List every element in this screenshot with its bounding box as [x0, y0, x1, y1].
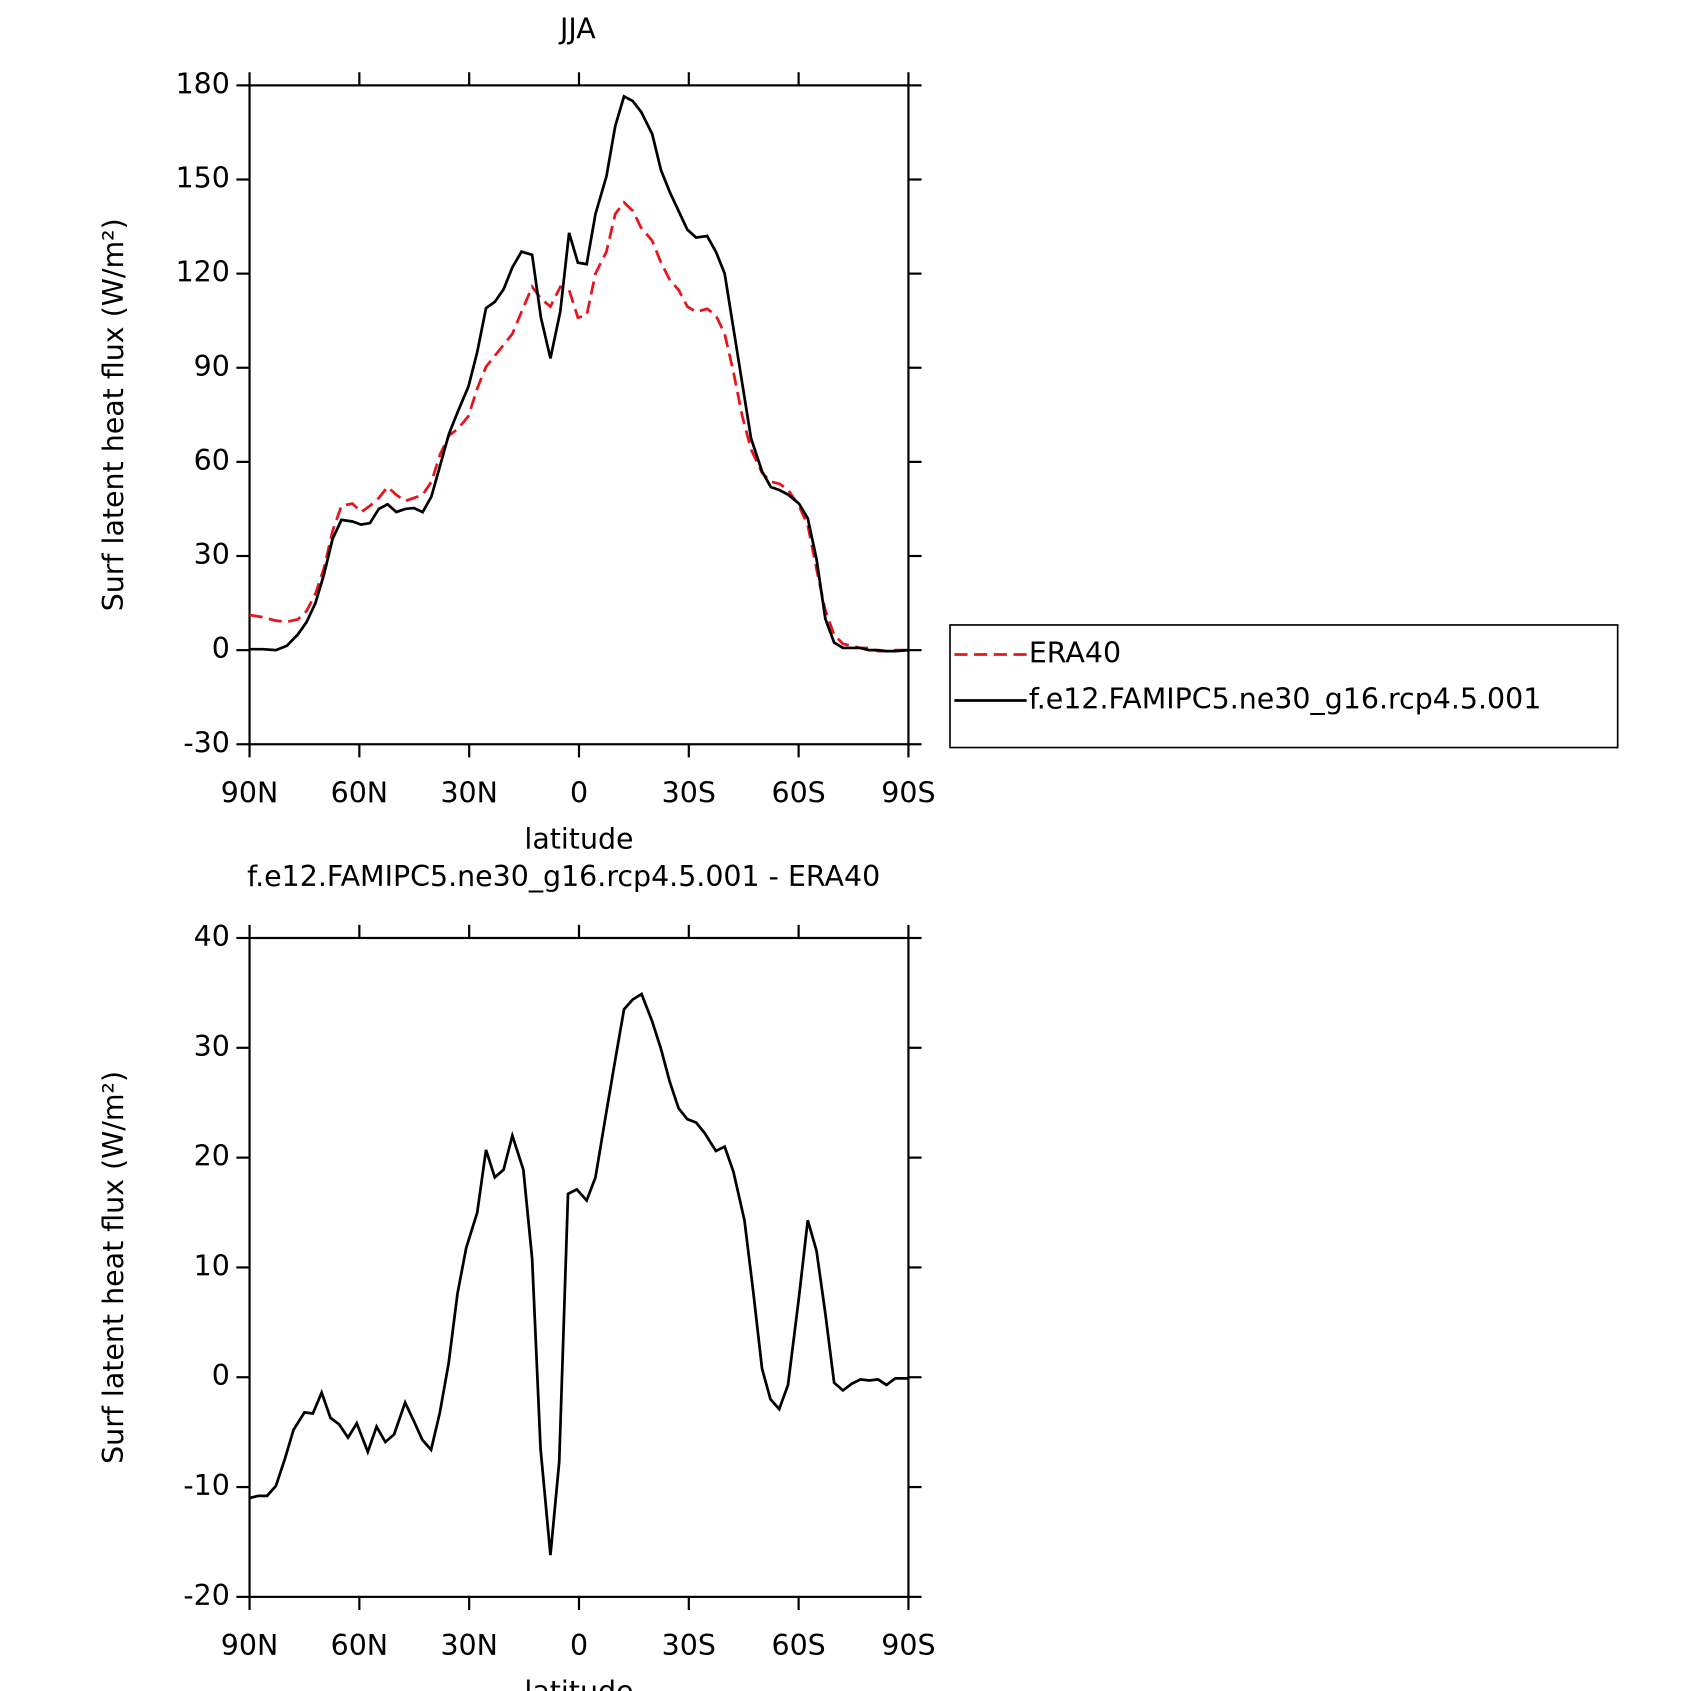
y-tick-label: 20 — [194, 1140, 230, 1173]
x-axis-label: latitude — [524, 823, 633, 856]
y-tick-label: 40 — [194, 920, 230, 953]
y-tick-label: 10 — [194, 1249, 230, 1282]
y-tick-label: 60 — [194, 444, 230, 477]
x-tick-label: 60N — [331, 777, 388, 810]
x-axis-label: latitude — [524, 1675, 633, 1691]
x-tick-label: 0 — [570, 1629, 588, 1662]
x-tick-label: 60S — [771, 777, 825, 810]
y-tick-label: 120 — [176, 256, 230, 289]
y-tick-label: -10 — [183, 1469, 229, 1502]
y-tick-label: 150 — [176, 161, 230, 194]
x-tick-label: 60N — [331, 1629, 388, 1662]
legend: ERA40 f.e12.FAMIPC5.ne30_g16.rcp4.5.001 — [949, 624, 1619, 749]
chart-title: f.e12.FAMIPC5.ne30_g16.rcp4.5.001 - ERA4… — [247, 860, 880, 893]
x-tick-label: 30S — [662, 777, 716, 810]
x-tick-label: 30N — [440, 1629, 497, 1662]
plot-frame — [248, 84, 910, 746]
y-tick-label: 30 — [194, 538, 230, 571]
data-line — [249, 991, 909, 1556]
x-tick-label: 60S — [771, 1629, 825, 1662]
x-tick-label: 30S — [662, 1629, 716, 1662]
x-tick-label: 90N — [221, 1629, 278, 1662]
legend-label: ERA40 — [1029, 637, 1121, 670]
y-tick-label: 90 — [194, 350, 230, 383]
y-tick-label: 0 — [212, 632, 230, 665]
chart: JJA latitude Surf latent heat flux (W/m²) -… — [97, 13, 1619, 856]
y-tick-label: 30 — [194, 1030, 230, 1063]
legend-frame — [949, 624, 1619, 749]
x-tick-label: 90S — [881, 777, 935, 810]
x-tick-label: 30N — [440, 777, 497, 810]
chart: f.e12.FAMIPC5.ne30_g16.rcp4.5.001 - ERA4… — [97, 860, 936, 1691]
y-tick-label: -30 — [183, 726, 229, 759]
x-tick-label: 90S — [881, 1629, 935, 1662]
chart-title: JJA — [558, 13, 596, 46]
y-axis-label: Surf latent heat flux (W/m²) — [97, 218, 130, 611]
legend-label: f.e12.FAMIPC5.ne30_g16.rcp4.5.001 — [1029, 682, 1541, 715]
data-line — [249, 200, 909, 653]
y-tick-label: 0 — [212, 1359, 230, 1392]
plot-frame — [248, 936, 910, 1598]
y-tick-label: -20 — [183, 1579, 229, 1612]
x-tick-label: 90N — [221, 777, 278, 810]
y-tick-label: 180 — [176, 67, 230, 100]
x-tick-label: 0 — [570, 777, 588, 810]
y-axis-label: Surf latent heat flux (W/m²) — [97, 1071, 130, 1464]
data-line — [249, 94, 909, 653]
